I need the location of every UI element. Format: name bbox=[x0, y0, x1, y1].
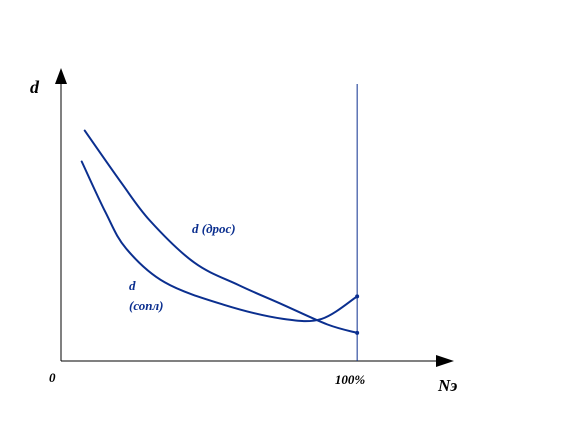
series-line-nozzle bbox=[80, 160, 359, 323]
axes bbox=[55, 68, 454, 367]
origin-label: 0 bbox=[49, 370, 56, 385]
series-layer bbox=[80, 129, 360, 335]
x-axis-label: Nэ bbox=[437, 376, 457, 395]
series-line-nozzle-endpoint bbox=[355, 294, 360, 299]
series-label-throttle: d (дрос) bbox=[192, 221, 236, 236]
series-line-throttle bbox=[83, 129, 359, 334]
y-axis-arrow bbox=[55, 68, 67, 84]
series-label-nozzle-line-1: d bbox=[129, 278, 136, 293]
series-label-nozzle-line-2: (сопл) bbox=[129, 298, 164, 313]
y-axis-label: d bbox=[30, 77, 40, 97]
series-line-throttle-endpoint bbox=[355, 330, 360, 335]
x-tick-label-100: 100% bbox=[335, 372, 366, 387]
x-axis-arrow bbox=[436, 355, 454, 367]
